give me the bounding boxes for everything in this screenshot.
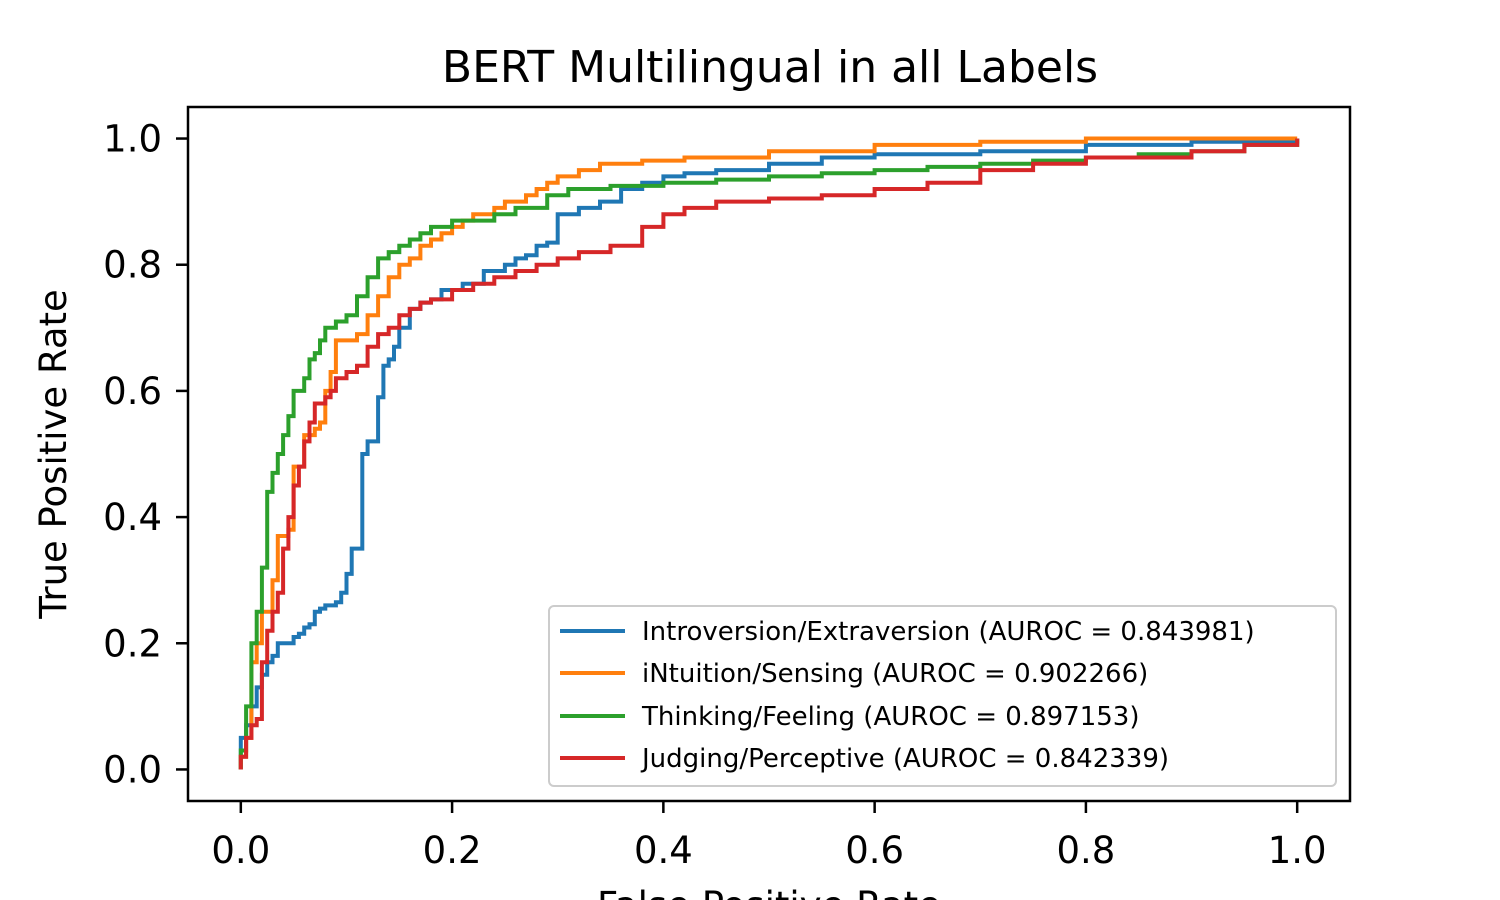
y-tick-label: 0.6 xyxy=(103,370,162,413)
y-tick-label: 0.8 xyxy=(103,244,162,287)
x-tick-label: 0.6 xyxy=(845,829,904,872)
y-tick-label: 0.4 xyxy=(103,496,162,539)
y-axis-label: True Positive Rate xyxy=(32,289,75,620)
x-tick-label: 0.0 xyxy=(211,829,270,872)
x-axis-label: False Positive Rate xyxy=(597,884,941,900)
plot-lines xyxy=(238,136,1300,770)
x-tick-label: 1.0 xyxy=(1268,829,1327,872)
y-tick-label: 0.0 xyxy=(103,748,162,791)
legend-label-intuition: iNtuition/Sensing (AUROC = 0.902266) xyxy=(642,659,1148,689)
legend-box xyxy=(548,605,1337,787)
x-tick-label: 0.2 xyxy=(423,829,482,872)
x-tick-label: 0.4 xyxy=(634,829,693,872)
axis-ticks: 0.0 0.2 0.4 0.6 0.8 1.0 0.0 0.2 0.4 0.6 0.8 1.0 xyxy=(103,118,1326,872)
series-line-introversion-extraversion xyxy=(238,138,1300,770)
series-line-judging-perceptive xyxy=(238,138,1300,770)
legend: Introversion/Extraversion (AUROC = 0.843… xyxy=(548,605,1337,787)
legend-label-introversion: Introversion/Extraversion (AUROC = 0.843… xyxy=(642,617,1255,647)
y-tick-label: 0.2 xyxy=(103,622,162,665)
plot-frame xyxy=(186,105,1352,803)
chart-title: BERT Multilingual in all Labels xyxy=(442,42,1098,93)
y-tick-label: 1.0 xyxy=(103,118,162,161)
series-line-intuition-sensing xyxy=(238,136,1298,770)
legend-label-judging: Judging/Perceptive (AUROC = 0.842339) xyxy=(640,744,1169,774)
series-line-thinking-feeling xyxy=(238,138,1300,770)
x-tick-label: 0.8 xyxy=(1056,829,1115,872)
legend-label-thinking: Thinking/Feeling (AUROC = 0.897153) xyxy=(641,702,1139,732)
